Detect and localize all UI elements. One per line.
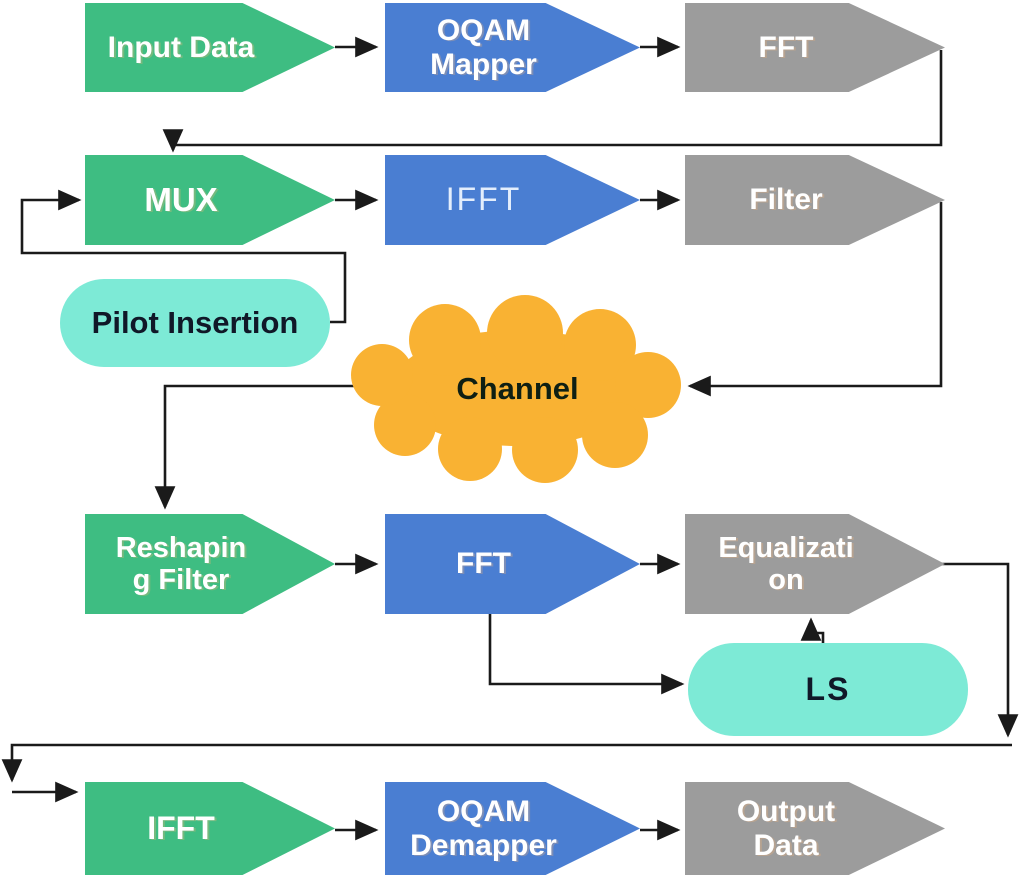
block-ls: LS	[688, 643, 968, 736]
arrow-ls-to-equalization	[800, 617, 825, 645]
block-label: Equalizati	[718, 531, 854, 564]
block-label: Mapper	[430, 47, 537, 81]
block-label: OQAM	[436, 13, 531, 47]
block-label: Data	[753, 828, 819, 862]
block-label: MUX	[144, 180, 218, 218]
arrow-pilot-insertion-to-mux	[20, 189, 347, 324]
block-label: OQAM	[436, 794, 531, 828]
block-label: Output	[736, 794, 836, 828]
block-oqam-demapper: OQAM Demapper	[385, 782, 640, 875]
block-label: LS	[805, 671, 851, 707]
block-input-data: Input Data	[85, 3, 335, 92]
block-label: Filter	[749, 183, 823, 217]
block-label: Demapper	[410, 828, 557, 862]
block-label: FFT	[456, 547, 511, 581]
block-label: Reshapin	[115, 531, 247, 564]
block-label: Channel	[456, 371, 579, 406]
arrow-fft-rx-to-ls	[488, 614, 685, 695]
block-label: IFFT	[147, 809, 215, 846]
arrow-equalization-loop-down	[941, 562, 1019, 738]
block-label: Pilot Insertion	[91, 305, 299, 340]
block-label: on	[768, 564, 804, 596]
cloud-shape-icon	[351, 295, 681, 483]
block-label: FFT	[758, 30, 814, 64]
block-pilot-insertion: Pilot Insertion	[60, 279, 330, 367]
block-label: g Filter	[132, 564, 230, 596]
block-channel: Channel	[345, 293, 690, 485]
arrow-fft-tx-to-mux	[162, 50, 943, 153]
arrow-loop-bottom-left	[1, 743, 1012, 783]
block-label: IFFT	[445, 181, 522, 218]
arrow-channel-to-reshaping-filter	[154, 384, 362, 510]
block-label: Input Data	[107, 30, 255, 64]
arrow-filter-to-channel	[687, 202, 943, 397]
